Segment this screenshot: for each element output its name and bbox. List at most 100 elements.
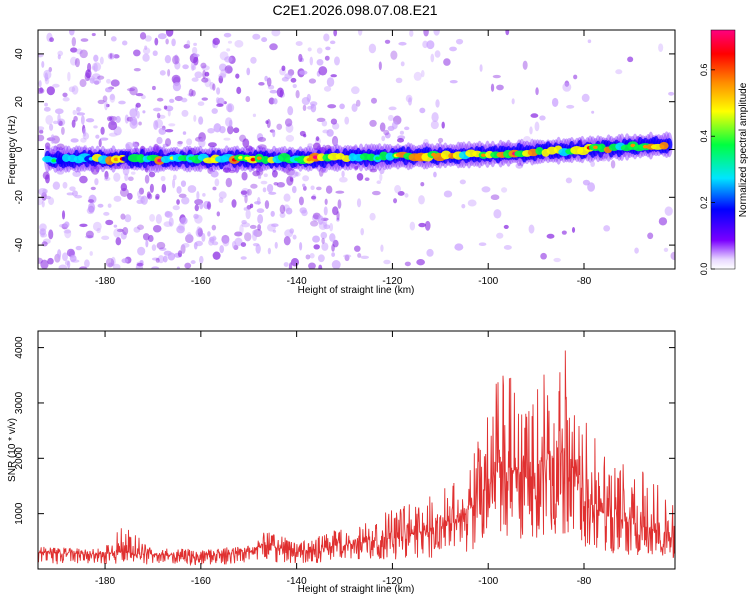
heatmap-cell (241, 171, 248, 181)
heatmap-cell (181, 109, 189, 117)
heatmap-cell (478, 242, 487, 247)
heatmap-cell (222, 237, 230, 247)
heatmap-cell (375, 156, 381, 161)
heatmap-cell (142, 53, 150, 62)
heatmap-cell (144, 45, 148, 50)
heatmap-cell (501, 187, 508, 193)
heatmap-cell (144, 174, 150, 184)
heatmap-cell (161, 183, 167, 193)
heatmap-cell (307, 143, 313, 147)
heatmap-cell (137, 190, 142, 198)
heatmap-cell (168, 217, 174, 227)
heatmap-cell (177, 250, 182, 258)
heatmap-cell (93, 54, 99, 62)
heatmap-cell (48, 229, 54, 240)
heatmap-cell (125, 143, 130, 150)
heatmap-cell (92, 62, 102, 72)
heatmap-cell (79, 79, 87, 88)
heatmap-cell (66, 248, 75, 257)
heatmap-cell (157, 255, 165, 264)
heatmap-cell (573, 74, 578, 80)
heatmap-cell (378, 61, 382, 71)
heatmap-cell (391, 121, 398, 130)
colorbar-tick-label: 0.0 (699, 263, 709, 276)
heatmap-cell (43, 69, 52, 80)
heatmap-cell (127, 176, 134, 182)
heatmap-cell (310, 220, 319, 227)
heatmap-cell (160, 175, 166, 182)
heatmap-cell (313, 244, 320, 250)
heatmap-cell (264, 75, 269, 82)
heatmap-cell (634, 247, 639, 254)
heatmap-cell (647, 232, 654, 240)
heatmap-cell (129, 86, 138, 96)
heatmap-cell (387, 114, 394, 122)
heatmap-cell (252, 229, 258, 236)
heatmap-cell (383, 129, 390, 136)
heatmap-cell (369, 168, 378, 173)
heatmap-cell (234, 40, 244, 48)
spectrogram-heatmap (38, 30, 675, 269)
spectrogram-y-ticks: -40 -20 0 20 40 (14, 48, 675, 252)
heatmap-cell (202, 69, 206, 79)
heatmap-cell (357, 252, 362, 258)
heatmap-cell (227, 125, 234, 135)
heatmap-cell (200, 62, 207, 69)
heatmap-cell (329, 233, 336, 242)
heatmap-cell (354, 166, 359, 170)
heatmap-cell (62, 181, 68, 189)
heatmap-cell (209, 81, 215, 90)
snr-panel: -180 -160 -140 -120 -100 -80 1000 2000 3000 4000… (7, 330, 676, 595)
heatmap-cell (615, 69, 623, 75)
heatmap-cell (308, 262, 316, 269)
spectrogram-x-tick-label: -80 (577, 276, 592, 287)
heatmap-cell (250, 56, 257, 64)
heatmap-cell (610, 159, 616, 169)
heatmap-cell (190, 61, 195, 71)
heatmap-cell (108, 132, 118, 137)
heatmap-cell (312, 155, 318, 160)
snr-series-line (38, 350, 675, 567)
heatmap-cell (223, 32, 232, 38)
colorbar-ticks: 0.0 0.2 0.4 0.6 (699, 64, 715, 276)
heatmap-cell (218, 197, 224, 204)
heatmap-cell (174, 95, 183, 102)
heatmap-cell (283, 193, 291, 202)
heatmap-cell (409, 221, 416, 231)
heatmap-cell (171, 38, 176, 47)
heatmap-cell (151, 266, 160, 269)
heatmap-cell (341, 170, 345, 178)
heatmap-cell (324, 198, 328, 205)
heatmap-cell (101, 235, 110, 241)
heatmap-cell (262, 187, 267, 193)
heatmap-cell (393, 198, 398, 204)
heatmap-cell (75, 106, 80, 115)
heatmap-cell (70, 138, 79, 143)
heatmap-cell (89, 251, 93, 256)
heatmap-cell (50, 134, 55, 144)
heatmap-cell (190, 260, 196, 265)
heatmap-cell (91, 65, 96, 71)
heatmap-cell (233, 127, 240, 134)
heatmap-cell (122, 226, 129, 236)
heatmap-cell (80, 115, 85, 125)
heatmap-cell (290, 77, 297, 83)
heatmap-cell (196, 226, 201, 233)
heatmap-cell (433, 171, 437, 178)
heatmap-cell (273, 98, 278, 105)
heatmap-cell (84, 72, 91, 82)
heatmap-cell (309, 101, 318, 107)
heatmap-cell (129, 108, 138, 118)
heatmap-cell (133, 226, 141, 233)
heatmap-cell (383, 259, 391, 265)
heatmap-cell (243, 207, 248, 211)
heatmap-cell (234, 231, 243, 237)
heatmap-cell (384, 39, 391, 44)
heatmap-cell (218, 73, 227, 79)
heatmap-cell (64, 221, 70, 228)
heatmap-cell (395, 77, 403, 84)
heatmap-cell (285, 123, 294, 133)
figure-title: C2E1.2026.098.07.08.E21 (272, 2, 437, 18)
heatmap-cell (171, 74, 181, 84)
heatmap-cell (191, 64, 197, 71)
